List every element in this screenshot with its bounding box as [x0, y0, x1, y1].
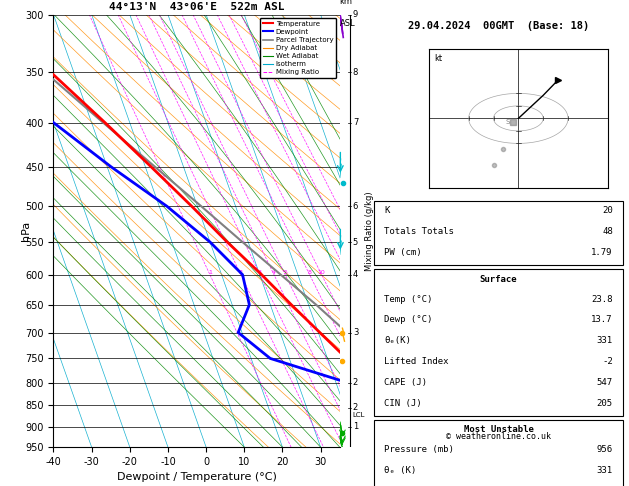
Text: 9: 9: [353, 10, 358, 19]
Text: Lifted Index: Lifted Index: [384, 357, 448, 366]
Text: 10: 10: [318, 270, 326, 275]
Text: 20: 20: [602, 207, 613, 215]
Text: 331: 331: [597, 466, 613, 475]
Text: 13.7: 13.7: [591, 315, 613, 325]
X-axis label: Dewpoint / Temperature (°C): Dewpoint / Temperature (°C): [116, 472, 277, 483]
Text: 4: 4: [353, 270, 358, 279]
Text: km: km: [340, 0, 353, 6]
Text: 1: 1: [353, 422, 358, 432]
Title: 44°13'N  43°06'E  522m ASL: 44°13'N 43°06'E 522m ASL: [109, 2, 284, 13]
Text: © weatheronline.co.uk: © weatheronline.co.uk: [446, 432, 551, 441]
Text: 6: 6: [353, 202, 358, 211]
Text: Totals Totals: Totals Totals: [384, 227, 454, 236]
Text: S: S: [506, 119, 510, 125]
Text: Surface: Surface: [480, 275, 517, 283]
Text: 3: 3: [353, 328, 358, 337]
Text: 331: 331: [597, 336, 613, 345]
Text: kt: kt: [434, 54, 442, 63]
Text: 2: 2: [239, 270, 243, 275]
Text: 2: 2: [353, 403, 358, 412]
Text: ASL: ASL: [340, 19, 355, 28]
Text: 7: 7: [353, 118, 358, 127]
Bar: [374, 420, 623, 486]
Text: Most Unstable: Most Unstable: [464, 425, 533, 434]
Text: CAPE (J): CAPE (J): [384, 378, 427, 387]
Text: LCL: LCL: [353, 412, 365, 418]
Text: 5: 5: [353, 238, 358, 246]
Text: 5: 5: [283, 270, 287, 275]
Text: 205: 205: [597, 399, 613, 407]
Bar: [374, 269, 623, 416]
Text: 8: 8: [308, 270, 311, 275]
Text: PW (cm): PW (cm): [384, 248, 422, 257]
Text: 48: 48: [602, 227, 613, 236]
Text: 2: 2: [353, 378, 358, 387]
Text: Dewp (°C): Dewp (°C): [384, 315, 433, 325]
Text: 1: 1: [208, 270, 212, 275]
Bar: [374, 201, 623, 265]
Text: 29.04.2024  00GMT  (Base: 18): 29.04.2024 00GMT (Base: 18): [408, 21, 589, 31]
Text: 3: 3: [258, 270, 262, 275]
Text: θₑ (K): θₑ (K): [384, 466, 416, 475]
Legend: Temperature, Dewpoint, Parcel Trajectory, Dry Adiabat, Wet Adiabat, Isotherm, Mi: Temperature, Dewpoint, Parcel Trajectory…: [260, 18, 336, 78]
Text: θₑ(K): θₑ(K): [384, 336, 411, 345]
Text: 8: 8: [353, 68, 358, 77]
Text: K: K: [384, 207, 389, 215]
Text: 547: 547: [597, 378, 613, 387]
Text: 4: 4: [272, 270, 276, 275]
Text: 956: 956: [597, 445, 613, 454]
Text: Pressure (mb): Pressure (mb): [384, 445, 454, 454]
Y-axis label: hPa: hPa: [21, 221, 31, 241]
Text: Mixing Ratio (g/kg): Mixing Ratio (g/kg): [365, 191, 374, 271]
Text: 23.8: 23.8: [591, 295, 613, 304]
Text: Temp (°C): Temp (°C): [384, 295, 433, 304]
Text: -2: -2: [602, 357, 613, 366]
Text: 1.79: 1.79: [591, 248, 613, 257]
Text: CIN (J): CIN (J): [384, 399, 422, 407]
